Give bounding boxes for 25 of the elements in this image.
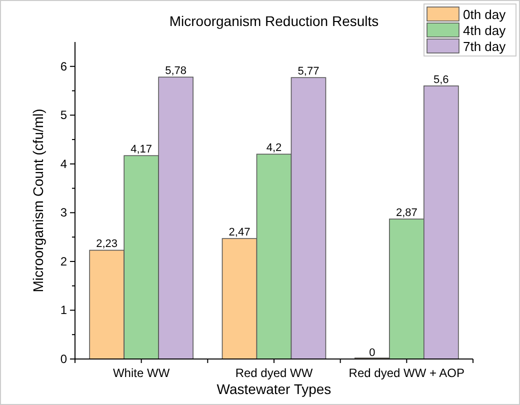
chart-title: Microorganism Reduction Results bbox=[169, 13, 379, 29]
y-tick-label: 0 bbox=[60, 352, 68, 366]
data-label: 2,47 bbox=[228, 226, 250, 239]
data-label: 4,2 bbox=[266, 142, 282, 154]
x-tick-label: White WW bbox=[112, 366, 170, 380]
x-tick-label: Red dyed WW bbox=[235, 366, 314, 380]
legend-label: 0th day bbox=[463, 7, 506, 22]
data-label: 0 bbox=[369, 347, 376, 359]
legend-label: 7th day bbox=[463, 39, 506, 54]
legend-label: 4th day bbox=[463, 23, 506, 38]
data-label: 2,87 bbox=[396, 207, 418, 220]
data-label: 2,23 bbox=[96, 238, 118, 250]
data-label: 5,6 bbox=[434, 74, 449, 86]
y-tick-label: 6 bbox=[60, 59, 68, 74]
data-label: 4,17 bbox=[130, 144, 152, 156]
x-tick-label: Red dyed WW + AOP bbox=[348, 366, 465, 380]
data-label: 5,78 bbox=[165, 65, 187, 78]
y-axis-title: Microorganism Count (cfu/ml) bbox=[30, 108, 46, 292]
data-label: 5,77 bbox=[298, 66, 320, 78]
x-axis-title: Wastewater Types bbox=[216, 381, 332, 397]
y-tick-label: 1 bbox=[60, 303, 68, 318]
y-tick-label: 5 bbox=[60, 108, 68, 122]
y-tick-label: 2 bbox=[60, 254, 68, 268]
y-tick-label: 4 bbox=[60, 156, 68, 171]
y-tick-label: 3 bbox=[60, 206, 68, 220]
